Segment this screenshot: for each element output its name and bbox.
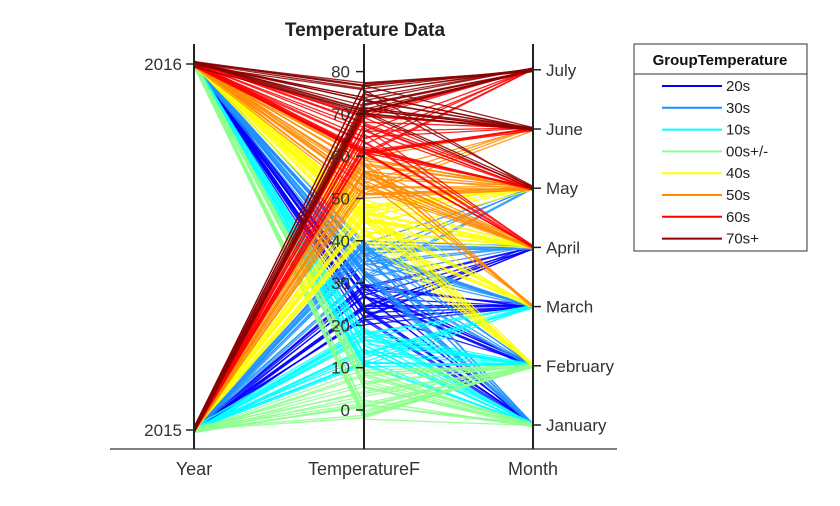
month-tick-label: March bbox=[546, 298, 593, 317]
legend-item: 00s+/- bbox=[662, 143, 768, 160]
legend-item: 10s bbox=[662, 122, 750, 139]
chart-title: Temperature Data bbox=[285, 20, 446, 41]
temp-tick-label: 40 bbox=[331, 232, 350, 251]
legend-item: 20s bbox=[662, 78, 750, 95]
legend-label: 70s+ bbox=[726, 231, 759, 248]
legend-title: GroupTemperature bbox=[653, 52, 788, 69]
legend-item: 40s bbox=[662, 165, 750, 182]
temp-tick-label: 10 bbox=[331, 359, 350, 378]
series-70s+ bbox=[193, 60, 534, 434]
temp-tick-label: 70 bbox=[331, 105, 350, 124]
tick-labels: 2015 2016 0 10 20 30 40 50 60 70 80 January February… bbox=[144, 55, 614, 440]
legend-label: 30s bbox=[726, 100, 750, 117]
month-tick-label: May bbox=[546, 179, 579, 198]
legend-item: 60s bbox=[662, 209, 750, 226]
legend-item: 50s bbox=[662, 187, 750, 204]
axis-label-temperature: TemperatureF bbox=[308, 459, 420, 479]
temp-tick-label: 50 bbox=[331, 190, 350, 209]
year-tick-label: 2016 bbox=[144, 55, 182, 74]
legend-box bbox=[633, 43, 808, 252]
year-tick-label: 2015 bbox=[144, 421, 182, 440]
month-tick-label: April bbox=[546, 238, 580, 257]
legend-label: 60s bbox=[726, 209, 750, 226]
temp-tick-label: 30 bbox=[331, 274, 350, 293]
month-tick-label: January bbox=[546, 416, 607, 435]
legend-label: 50s bbox=[726, 187, 750, 204]
temp-tick-label: 20 bbox=[331, 316, 350, 335]
axis-label-year: Year bbox=[176, 459, 212, 479]
month-tick-label: February bbox=[546, 357, 615, 376]
legend-label: 00s+/- bbox=[726, 143, 768, 160]
legend: GroupTemperature 20s 30s 10s 00s+/- 40s 50s 60… bbox=[633, 43, 808, 252]
temp-tick-label: 0 bbox=[341, 401, 350, 420]
axis-label-month: Month bbox=[508, 459, 558, 479]
legend-item: 70s+ bbox=[662, 231, 759, 248]
legend-label: 20s bbox=[726, 78, 750, 95]
month-tick-label: July bbox=[546, 61, 577, 80]
month-tick-label: June bbox=[546, 120, 583, 139]
temp-tick-label: 60 bbox=[331, 147, 350, 166]
axes bbox=[110, 44, 617, 450]
legend-item: 30s bbox=[662, 100, 750, 117]
temp-tick-label: 80 bbox=[331, 63, 350, 82]
legend-label: 40s bbox=[726, 165, 750, 182]
legend-label: 10s bbox=[726, 122, 750, 139]
